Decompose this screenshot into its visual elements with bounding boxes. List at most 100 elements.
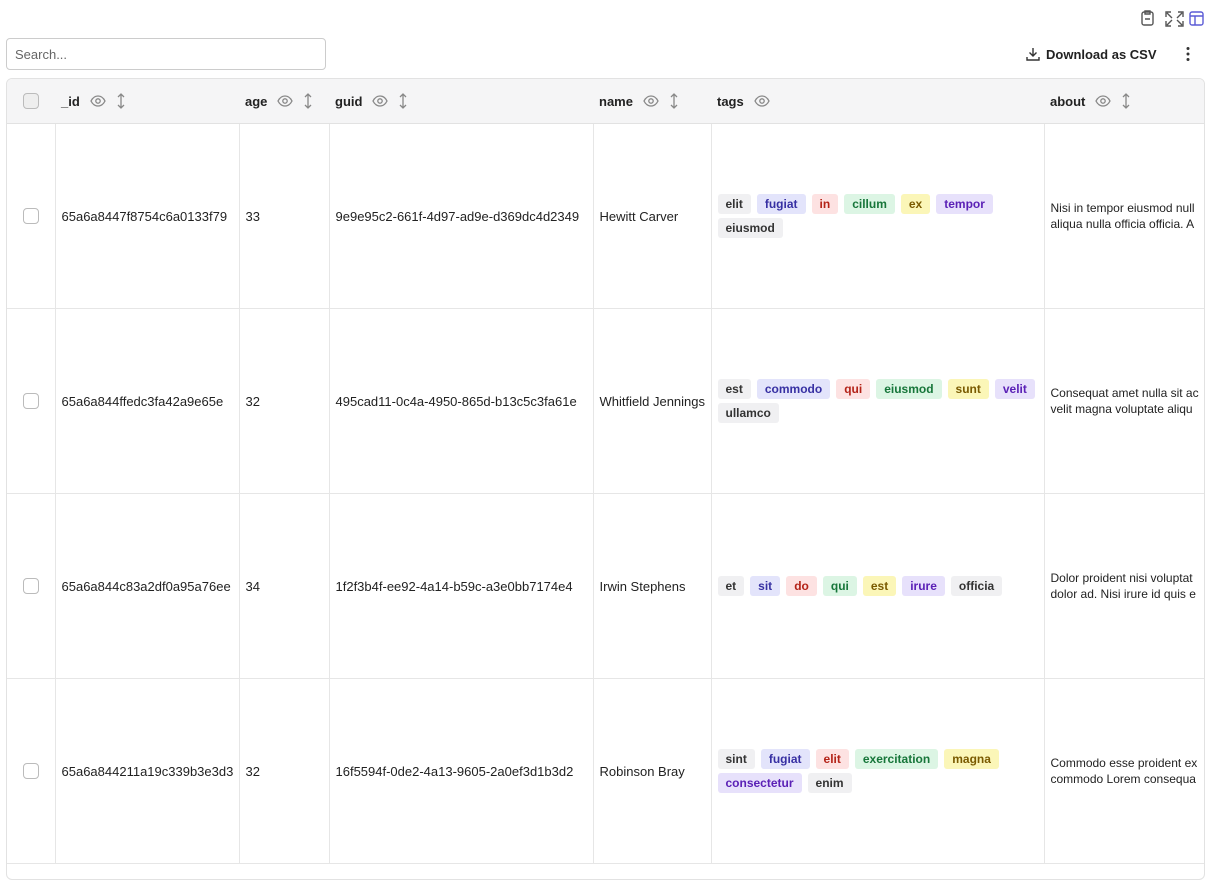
- sort-toggle[interactable]: [303, 93, 319, 109]
- tag: enim: [807, 773, 852, 793]
- header-content: tags: [717, 93, 1038, 109]
- fullscreen-icon[interactable]: [1165, 11, 1184, 27]
- cell: Dolor proident nisi voluptat dolor ad. Ni…: [1044, 493, 1204, 679]
- more-menu[interactable]: [1182, 46, 1194, 62]
- table-row: 65a6a8447f8754c6a0133f79 33 9e9e95c2-661f-…: [7, 123, 1204, 309]
- cell: 34: [239, 493, 330, 679]
- tag: commodo: [756, 379, 831, 399]
- cell: 65a6a844211a19c339b3e3d3: [55, 678, 240, 864]
- cell: 32: [239, 308, 330, 494]
- about-line: Commodo esse proident ex: [1050, 756, 1198, 770]
- about-line: Dolor proident nisi voluptat: [1050, 571, 1193, 585]
- cell: sint fugiat elit exercitation magna consectet…: [711, 678, 1045, 864]
- header-cell: age: [239, 79, 329, 124]
- table-row: 65a6a844c83a2df0a95a76ee 34 1f2f3b4f-ee92-…: [7, 493, 1204, 679]
- visibility-toggle[interactable]: [1095, 93, 1112, 109]
- cell: Whitfield Jennings: [593, 308, 712, 494]
- header-content: age: [245, 93, 323, 109]
- cell: 495cad11-0c4a-4950-865d-b13c5c3fa61e: [329, 308, 594, 494]
- tag-list: elit fugiat in cillum ex tempor eiusmod: [717, 194, 1038, 238]
- about-line: dolor ad. Nisi irure id quis e: [1050, 587, 1196, 601]
- cell: [7, 678, 56, 864]
- cell: 65a6a844c83a2df0a95a76ee: [55, 493, 240, 679]
- column-label: about: [1050, 93, 1086, 109]
- data-table: _id age guid name tags about 65a6a8447f8754c6…: [7, 79, 1204, 864]
- tag: qui: [836, 379, 871, 399]
- header-cell: tags: [711, 79, 1044, 124]
- visibility-toggle[interactable]: [277, 93, 294, 109]
- download-button[interactable]: Download as CSV: [1026, 44, 1157, 64]
- download-icon: [1026, 48, 1040, 61]
- search-input[interactable]: [6, 38, 326, 70]
- tag: qui: [822, 576, 857, 596]
- tag: in: [811, 194, 839, 214]
- visibility-toggle[interactable]: [372, 93, 389, 109]
- sort-toggle[interactable]: [1121, 93, 1137, 109]
- about-line: Consequat amet nulla sit ac: [1050, 386, 1199, 400]
- header-content: about: [1050, 93, 1204, 109]
- toolbar-icons: [1141, 10, 1204, 27]
- column-label: tags: [717, 93, 744, 109]
- header-cell: about: [1044, 79, 1204, 124]
- cell: et sit do qui est irure officia: [711, 493, 1045, 679]
- sort-toggle[interactable]: [398, 93, 414, 109]
- cell: 1f2f3b4f-ee92-4a14-b59c-a3e0bb7174e4: [329, 493, 594, 679]
- tag: ullamco: [717, 403, 779, 423]
- cell: Commodo esse proident ex commodo Lorem co…: [1044, 678, 1204, 864]
- header-cell: name: [593, 79, 711, 124]
- cell: Hewitt Carver: [593, 123, 712, 309]
- row-checkbox[interactable]: [22, 393, 39, 409]
- layout-icon[interactable]: [1189, 11, 1204, 26]
- visibility-toggle[interactable]: [90, 93, 106, 109]
- row-checkbox[interactable]: [22, 208, 39, 224]
- row-checkbox[interactable]: [22, 763, 39, 779]
- tag: cillum: [844, 194, 895, 214]
- table-row: 65a6a844ffedc3fa42a9e65e 32 495cad11-0c4a-…: [7, 308, 1204, 494]
- column-label: age: [245, 93, 268, 109]
- table-row: 65a6a844211a19c339b3e3d3 32 16f5594f-0de2-…: [7, 678, 1204, 864]
- cell: est commodo qui eiusmod sunt velit ullamco: [711, 308, 1045, 494]
- tag: exercitation: [854, 749, 939, 769]
- row-checkbox[interactable]: [22, 578, 39, 594]
- cell: Nisi in tempor eiusmod null aliqua nulla …: [1044, 123, 1204, 309]
- select-all-checkbox[interactable]: [23, 93, 39, 109]
- visibility-toggle[interactable]: [754, 93, 770, 109]
- cell: 32: [239, 678, 330, 864]
- sort-toggle[interactable]: [116, 93, 132, 109]
- column-label: guid: [335, 93, 363, 109]
- tag-list: et sit do qui est irure officia: [717, 576, 1038, 596]
- tag: irure: [902, 576, 945, 596]
- header-content: guid: [335, 93, 587, 109]
- header-cell: guid: [329, 79, 593, 124]
- header-row: _id age guid name tags about: [7, 79, 1204, 124]
- cell: elit fugiat in cillum ex tempor eiusmod: [711, 123, 1045, 309]
- cell: 33: [239, 123, 330, 309]
- tag: sit: [750, 576, 781, 596]
- tag: sunt: [947, 379, 989, 399]
- tag: eiusmod: [876, 379, 942, 399]
- cell: 65a6a8447f8754c6a0133f79: [55, 123, 240, 309]
- tag: velit: [994, 379, 1035, 399]
- about-line: velit magna voluptate aliqu: [1050, 402, 1193, 416]
- tag: ex: [900, 194, 931, 214]
- header-content: _id: [61, 93, 233, 109]
- tag: consectetur: [717, 773, 802, 793]
- sort-toggle[interactable]: [669, 93, 685, 109]
- tag: fugiat: [760, 749, 810, 769]
- tag: et: [717, 576, 745, 596]
- about-line: commodo Lorem consequa: [1050, 772, 1196, 786]
- about-line: Nisi in tempor eiusmod null: [1050, 201, 1195, 215]
- copy-icon[interactable]: [1141, 10, 1154, 26]
- tag: elit: [815, 749, 849, 769]
- cell: 65a6a844ffedc3fa42a9e65e: [55, 308, 240, 494]
- tag: sint: [717, 749, 755, 769]
- visibility-toggle[interactable]: [643, 93, 659, 109]
- cell: Irwin Stephens: [593, 493, 712, 679]
- tag: est: [717, 379, 751, 399]
- tag: fugiat: [756, 194, 806, 214]
- header-cell: _id: [55, 79, 239, 124]
- tag: est: [862, 576, 897, 596]
- cell: [7, 493, 56, 679]
- cell: [7, 123, 56, 309]
- column-label: name: [599, 93, 633, 109]
